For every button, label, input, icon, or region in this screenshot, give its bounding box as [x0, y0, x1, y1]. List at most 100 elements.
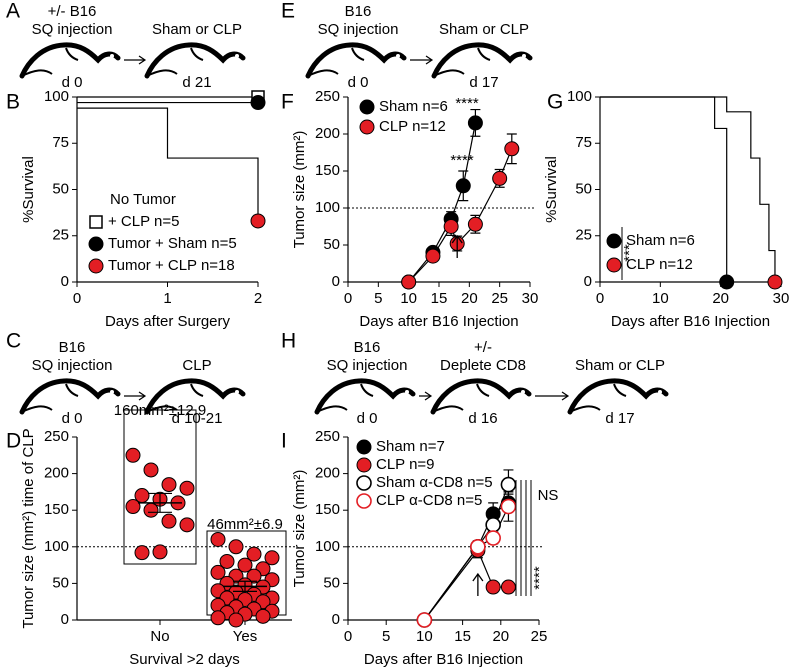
y-tick-label: 50 [323, 236, 340, 253]
day-label: d 0 [62, 410, 83, 427]
group-annotation: 46mm²±6.9 [207, 516, 283, 533]
panel-label: B [6, 91, 20, 114]
mouse-icon [22, 381, 118, 412]
x-tick-label: 5 [382, 628, 390, 645]
data-point [125, 447, 141, 463]
y-tick-label: 100 [44, 88, 69, 105]
x-tick-label: 20 [492, 628, 509, 645]
data-point [485, 579, 501, 595]
arrow [419, 391, 433, 401]
data-point [210, 610, 226, 626]
data-point [152, 544, 168, 560]
y-tick-label: 250 [44, 428, 69, 445]
mouse-icon [308, 45, 404, 76]
data-point [504, 141, 520, 157]
data-point [500, 498, 517, 515]
x-tick-label: 25 [531, 628, 548, 645]
data-point [179, 480, 195, 496]
x-tick-label: 15 [431, 290, 448, 307]
data-point [255, 608, 271, 624]
panel-label: E [281, 0, 295, 23]
y-tick-label: 200 [315, 125, 340, 142]
arrow [451, 234, 463, 258]
mouse-icon [317, 381, 413, 412]
x-axis-label: Days after B16 Injection [364, 651, 523, 668]
legend-marker [606, 257, 622, 273]
data-point [485, 530, 501, 546]
legend-label: Sham n=6 [379, 98, 448, 115]
y-tick-label: 25 [52, 227, 69, 244]
mouse-icon [433, 381, 529, 412]
panel-label: G [547, 91, 563, 114]
y-tick-label: 50 [323, 574, 340, 591]
x-tick-label: Yes [233, 628, 257, 645]
step-label: Sham or CLP [439, 21, 529, 38]
x-tick-label: 30 [773, 290, 790, 307]
step-label: +/- B16 [48, 3, 97, 20]
data-point [455, 178, 471, 194]
data-point [470, 538, 486, 555]
legend-label: Tumor + CLP n=18 [108, 257, 235, 274]
data-point [719, 274, 735, 290]
step-label: B16 [59, 339, 86, 356]
x-tick-label: No [150, 628, 169, 645]
data-point [467, 216, 483, 232]
data-point [467, 115, 483, 131]
y-tick-label: 75 [52, 134, 69, 151]
y-tick-label: 100 [315, 199, 340, 216]
series-line [600, 96, 728, 282]
data-point [161, 513, 177, 529]
data-point [246, 568, 262, 584]
x-tick-label: 20 [712, 290, 729, 307]
annotation: *** [621, 244, 638, 262]
y-tick-label: 0 [61, 273, 69, 290]
step-label: B16 [354, 339, 381, 356]
y-tick-label: 0 [584, 273, 592, 290]
data-point [125, 499, 141, 515]
step-label: Deplete CD8 [440, 357, 526, 374]
x-axis-label: Days after B16 Injection [359, 313, 518, 330]
data-point [246, 546, 262, 562]
day-label: d 0 [348, 74, 369, 91]
data-point [492, 170, 508, 186]
series-line [600, 96, 776, 282]
step-label: SQ injection [32, 357, 113, 374]
legend-label: + CLP n=5 [108, 213, 179, 230]
y-tick-label: 100 [315, 538, 340, 555]
data-point [143, 462, 159, 478]
y-tick-label: 100 [567, 88, 592, 105]
day-label: d 21 [182, 74, 211, 91]
y-tick-label: 25 [575, 227, 592, 244]
day-label: d 10-21 [172, 410, 223, 427]
panel-label: I [281, 430, 287, 453]
y-tick-label: 150 [315, 162, 340, 179]
panel-label: H [281, 330, 296, 353]
group-annotation: 160mm²±12.9 [114, 402, 206, 419]
x-tick-label: 0 [344, 290, 352, 307]
arrow [410, 55, 434, 65]
y-tick-label: 50 [52, 180, 69, 197]
x-tick-label: 10 [400, 290, 417, 307]
error-bar [148, 492, 172, 513]
legend-header: No Tumor [110, 191, 176, 208]
legend-marker [88, 236, 104, 252]
series-line [408, 122, 476, 283]
data-point [143, 502, 159, 518]
x-axis-label: Days after Surgery [105, 313, 231, 330]
series-line [77, 107, 259, 221]
y-tick-label: 150 [44, 501, 69, 518]
y-axis-label: %Survival [20, 156, 37, 223]
y-tick-label: 75 [575, 134, 592, 151]
step-label: +/- [474, 339, 492, 356]
error-bar [233, 580, 257, 592]
y-tick-label: 100 [44, 538, 69, 555]
data-point [264, 550, 280, 566]
data-point [237, 557, 253, 573]
legend-label: Sham α-CD8 n=5 [376, 474, 493, 491]
x-tick-label: 2 [254, 290, 262, 307]
data-point [250, 95, 266, 111]
legend-marker [88, 258, 104, 274]
series-line [423, 549, 509, 621]
annotation: **** [450, 152, 474, 169]
